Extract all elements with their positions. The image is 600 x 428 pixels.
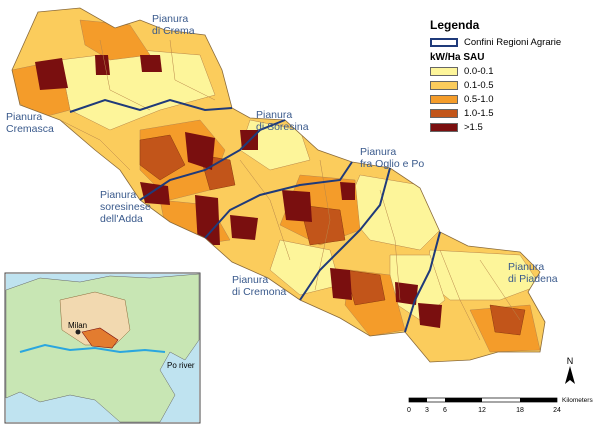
legend-border-entry: Confini Regioni Agrarie xyxy=(430,36,595,49)
region-label-crema: Pianura di Crema xyxy=(152,13,195,37)
region-label-soresina: Pianura di Soresina xyxy=(256,109,309,133)
legend-class-row: >1.5 xyxy=(430,121,595,134)
region-label-cremasca: Pianura Cremasca xyxy=(6,111,54,135)
scale-bar: 0 3 6 12 18 24 Kilometers xyxy=(407,397,593,414)
legend-class-row: 1.0-1.5 xyxy=(430,107,595,120)
legend-border-label: Confini Regioni Agrarie xyxy=(464,37,562,48)
svg-text:N: N xyxy=(567,356,574,366)
milan-dot xyxy=(75,329,81,335)
legend-swatch xyxy=(430,95,458,104)
inset-po-label: Po river xyxy=(167,361,195,370)
inset-map: Milan Po river xyxy=(4,272,201,424)
scale-unit: Kilometers xyxy=(562,397,593,404)
legend-class-row: 0.1-0.5 xyxy=(430,79,595,92)
legend-swatch xyxy=(430,81,458,90)
region-label-oglio: Pianura fra Oglio e Po xyxy=(360,146,424,170)
inset-milan-label: Milan xyxy=(68,321,87,330)
legend-class-label: 0.0-0.1 xyxy=(464,66,494,77)
scale-tick: 18 xyxy=(516,407,524,414)
region-label-piadena: Pianura di Piadena xyxy=(508,261,558,285)
legend-class-label: 1.0-1.5 xyxy=(464,108,494,119)
legend-class-label: >1.5 xyxy=(464,122,483,133)
legend-title: Legenda xyxy=(430,18,480,32)
border-swatch xyxy=(430,38,458,47)
scale-tick: 24 xyxy=(553,407,561,414)
legend-swatch xyxy=(430,109,458,118)
legend-class-row: 0.5-1.0 xyxy=(430,93,595,106)
legend-class-label: 0.1-0.5 xyxy=(464,80,494,91)
region-label-cremona: Pianura di Cremona xyxy=(232,274,286,298)
legend-class-label: 0.5-1.0 xyxy=(464,94,494,105)
legend-swatch xyxy=(430,123,458,132)
legend-class-row: 0.0-0.1 xyxy=(430,65,595,78)
scale-tick: 12 xyxy=(478,407,486,414)
north-arrow: N xyxy=(565,356,575,384)
scale-tick: 0 xyxy=(407,407,411,414)
scale-tick: 6 xyxy=(443,407,447,414)
legend-unit-label: kW/Ha SAU xyxy=(430,52,485,63)
scale-tick: 3 xyxy=(425,407,429,414)
legend-swatch xyxy=(430,67,458,76)
legend: Legenda Confini Regioni Agrarie kW/Ha SA… xyxy=(430,18,595,135)
region-label-adda: Pianura soresinese dell'Adda xyxy=(100,189,154,225)
agrarian-region-borders xyxy=(69,98,441,333)
municipality-patches xyxy=(12,19,541,353)
